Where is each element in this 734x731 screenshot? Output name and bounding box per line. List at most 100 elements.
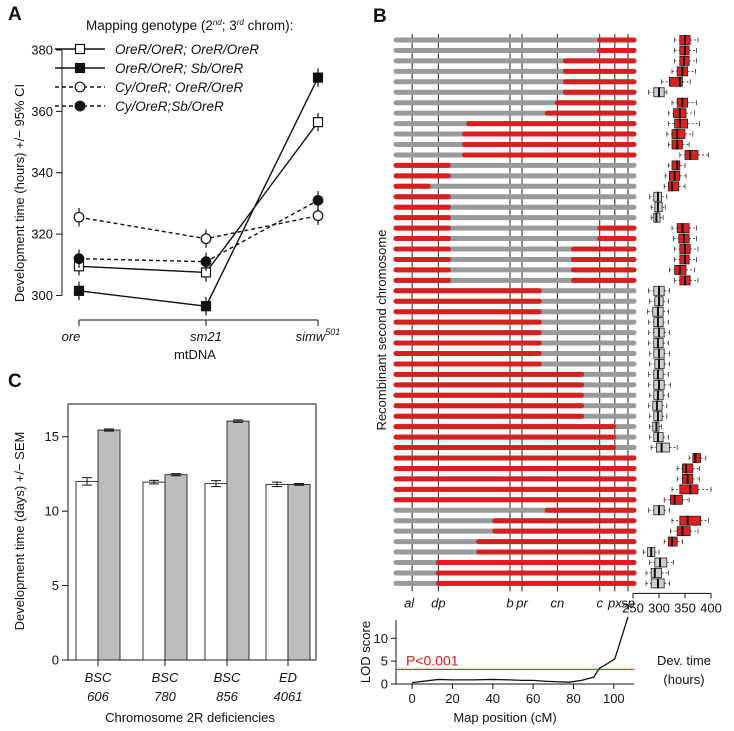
series-3: [73, 191, 324, 271]
boxplot: [649, 296, 669, 307]
legend-entry: OreR/OreR; OreR/OreR: [115, 42, 259, 57]
x-tick-label-base: simw: [296, 329, 327, 344]
boxplots: [643, 35, 712, 589]
boxplot: [663, 536, 683, 547]
boxplot: [648, 338, 669, 349]
legend: OreR/OreR; OreR/OreR OreR/OreR; Sb/OreR Cy…: [55, 42, 259, 114]
bar: [97, 429, 121, 661]
series-line: [78, 214, 319, 240]
boxplot: [688, 453, 707, 463]
lod-y-tick-label: 10: [374, 631, 388, 646]
boxplot: [649, 421, 662, 432]
data-point: [312, 72, 324, 83]
x-tick-label: 400: [700, 600, 722, 615]
boxplot: [650, 442, 678, 453]
boxplot: [645, 578, 670, 589]
lod-x-tick-label: 40: [486, 691, 500, 706]
y-tick-label: 10: [45, 504, 59, 519]
box: [667, 181, 680, 192]
x-tick-label: 606: [87, 689, 109, 704]
legend-entry: OreR/OreR; Sb/OreR: [115, 61, 244, 76]
box: [684, 150, 699, 160]
lod-y-axis-label: LOD score: [358, 621, 373, 683]
chromosome-rows: [393, 37, 637, 586]
boxplot: [648, 285, 670, 296]
box: [671, 129, 686, 139]
y-tick-label: 380: [31, 43, 53, 58]
data-point: [312, 210, 324, 222]
x-tick-label: sm21: [190, 329, 222, 344]
boxplot: [650, 202, 666, 213]
boxplot: [674, 254, 697, 265]
boxplot: [648, 87, 668, 98]
series-group: [73, 68, 324, 316]
y-tick-label: 340: [31, 165, 53, 180]
x-tick-label: BSC: [214, 670, 241, 685]
boxplot: [664, 170, 687, 181]
x-tick-label: 300: [648, 600, 670, 615]
lod-curve: [412, 616, 629, 684]
boxplot: [661, 76, 691, 87]
data-point: [312, 117, 324, 128]
marker-label: dp: [431, 595, 445, 610]
boxplot: [676, 473, 700, 484]
data-point: [200, 256, 212, 268]
panel-label-c: C: [8, 371, 22, 392]
boxplot: [643, 547, 660, 558]
y-tick-label: 320: [31, 227, 53, 242]
box: [679, 515, 701, 526]
boxplot: [674, 45, 697, 56]
series-2: [73, 206, 324, 248]
panel-b-recombinant-map: B al dp b pr cn c px sp 250 300 350 400 Recombinan…: [358, 6, 722, 725]
boxplot: [663, 181, 686, 192]
boxplot: [670, 526, 699, 537]
x-tick-label-base: sm21: [190, 329, 222, 344]
bars: [75, 419, 311, 661]
box: [656, 442, 670, 453]
data-point: [73, 285, 85, 296]
series-line: [78, 199, 319, 263]
lod-x-tick-label: 0: [409, 691, 416, 706]
boxplot: [671, 66, 696, 77]
box: [671, 160, 681, 171]
boxplot: [649, 358, 670, 369]
boxplot: [649, 191, 668, 202]
marker-label: pr: [515, 595, 528, 610]
data-point: [200, 301, 212, 312]
lod-y-tick-label: 5: [381, 654, 388, 669]
boxplot: [667, 118, 700, 129]
bar: [226, 420, 250, 661]
marker-label: b: [506, 595, 513, 610]
panel-label-a: A: [8, 4, 22, 25]
series-0: [73, 112, 324, 282]
y-axis-label: Development time (days) +/− SEM: [12, 432, 27, 631]
data-point: [74, 62, 86, 74]
marker-label: px: [607, 595, 622, 610]
box: [669, 76, 683, 87]
boxplot: [649, 557, 674, 568]
x-tick-label: 780: [154, 689, 176, 704]
data-point: [73, 211, 85, 223]
legend-title: Mapping genotype (2nd; 3rd chrom):: [86, 18, 293, 33]
boxplot: [648, 317, 669, 328]
legend-entry: Cy/OreR;Sb/OreR: [115, 99, 224, 114]
boxplot: [647, 306, 669, 317]
y-tick-label: 0: [52, 653, 59, 668]
y-tick-label: 300: [31, 288, 53, 303]
data-point: [74, 81, 86, 93]
boxplot: [669, 264, 695, 275]
marker-label: sp: [621, 595, 635, 610]
bar: [142, 481, 166, 661]
boxplot: [667, 160, 686, 171]
boxplot: [674, 55, 697, 66]
boxplot: [648, 379, 671, 390]
lod-y-tick-label: 0: [381, 677, 388, 692]
data-point: [74, 100, 86, 112]
boxplot: [649, 411, 668, 422]
boxplot: [674, 35, 699, 45]
boxplot: [667, 139, 690, 150]
x-tick-label: ED: [279, 670, 297, 685]
x-tick-label: 350: [674, 600, 696, 615]
lod-x-tick-label: 20: [445, 691, 459, 706]
